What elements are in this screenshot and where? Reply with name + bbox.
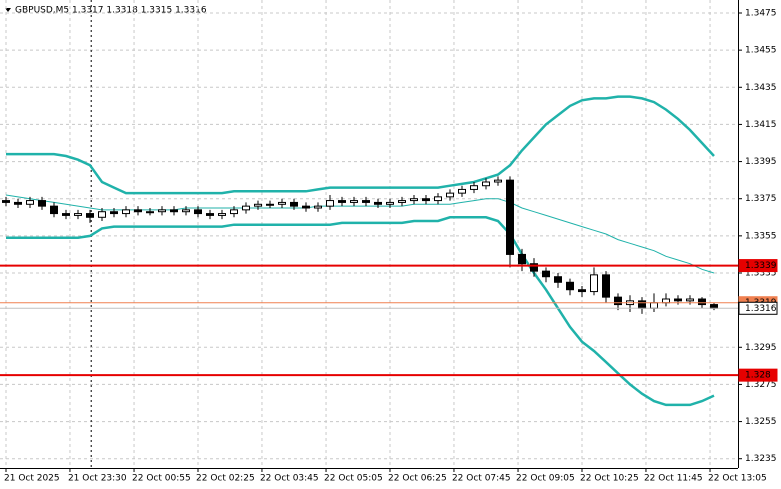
x-tick-label: 22 Oct 05:05 <box>324 474 383 484</box>
candle-body <box>62 213 70 216</box>
candle-body <box>710 304 718 309</box>
candle-body <box>218 213 226 216</box>
candle-body <box>242 205 250 211</box>
y-tick-label: 1.3435 <box>745 83 777 93</box>
candle-body <box>278 201 286 205</box>
candle-body <box>158 209 166 213</box>
x-tick-label: 22 Oct 03:45 <box>260 474 319 484</box>
y-tick-label: 1.3235 <box>745 454 777 464</box>
x-tick-label: 22 Oct 02:25 <box>196 474 255 484</box>
y-tick-label: 1.3475 <box>745 9 777 19</box>
candle-body <box>26 200 34 205</box>
y-tick-label: 1.3295 <box>745 343 777 353</box>
y-tick-label: 1.3355 <box>745 231 777 241</box>
price-tag-label: 1.3339 <box>745 261 777 271</box>
candle-body <box>458 188 466 194</box>
y-tick-label: 1.3335 <box>745 269 777 279</box>
candle-body <box>14 201 22 205</box>
candle-body <box>338 200 346 203</box>
candle-body <box>482 181 490 187</box>
y-tick-label: 1.3375 <box>745 194 777 204</box>
candle-body <box>614 296 622 306</box>
candle-body <box>686 298 694 302</box>
y-tick-label: 1.3395 <box>745 157 777 167</box>
candle-body <box>590 274 598 293</box>
y-tick-label: 1.3255 <box>745 417 777 427</box>
candle-body <box>350 200 358 203</box>
candle-body <box>650 302 658 309</box>
x-tick-label: 21 Oct 23:30 <box>68 474 127 484</box>
candle-body <box>506 179 514 255</box>
candle-body <box>2 200 10 203</box>
candle-body <box>86 213 94 218</box>
x-tick-label: 22 Oct 11:45 <box>644 474 703 484</box>
candle-body <box>554 276 562 283</box>
candle-body <box>470 185 478 190</box>
candle-body <box>38 200 46 207</box>
price-tag-label: 1.328 <box>745 371 771 381</box>
band-line <box>6 216 715 407</box>
y-tick-label: 1.3275 <box>745 380 777 390</box>
candle-body <box>134 209 142 213</box>
x-tick-label: 22 Oct 07:45 <box>452 474 511 484</box>
candle-body <box>422 198 430 202</box>
x-tick-label: 22 Oct 10:25 <box>580 474 639 484</box>
candle-body <box>206 213 214 216</box>
candle-body <box>110 211 118 215</box>
candle-body <box>662 298 670 304</box>
price-tag <box>738 368 778 382</box>
candle-body <box>314 205 322 209</box>
candle-body <box>602 274 610 298</box>
candle-body <box>254 203 262 207</box>
candle-body <box>434 196 442 202</box>
candle-body <box>446 192 454 198</box>
candle-body <box>326 200 334 207</box>
candle-body <box>98 211 106 218</box>
price-tag <box>738 259 778 273</box>
candle-body <box>374 201 382 205</box>
candle-body <box>74 213 82 216</box>
candle-body <box>494 179 502 183</box>
candle-body <box>542 270 550 278</box>
price-tag-label: 1.3316 <box>745 304 777 314</box>
candle-body <box>578 289 586 293</box>
chart-title: GBPUSD,M5 1.3317 1.3318 1.3315 1.3316 <box>15 6 207 16</box>
candle-body <box>146 211 154 214</box>
candle-body <box>698 298 706 306</box>
candle-body <box>398 200 406 203</box>
candle-body <box>518 253 526 265</box>
candle-body <box>362 200 370 203</box>
candle-body <box>386 201 394 205</box>
x-tick-label: 21 Oct 2025 <box>4 474 60 484</box>
candle-body <box>530 263 538 272</box>
candle-body <box>266 203 274 206</box>
candle-body <box>638 300 646 309</box>
candle-body <box>182 209 190 213</box>
candle-body <box>674 298 682 302</box>
candle-body <box>170 209 178 213</box>
x-tick-label: 22 Oct 06:25 <box>388 474 447 484</box>
x-tick-label: 22 Oct 13:05 <box>708 474 767 484</box>
y-tick-label: 1.3415 <box>745 120 777 130</box>
candle-body <box>410 198 418 202</box>
x-tick-label: 22 Oct 00:55 <box>132 474 191 484</box>
y-tick-label: 1.3455 <box>745 46 777 56</box>
candle-body <box>566 281 574 291</box>
candle-body <box>50 205 58 215</box>
candle-body <box>194 209 202 215</box>
band-line <box>6 95 715 195</box>
price-tag <box>738 301 778 315</box>
candle-body <box>230 209 238 215</box>
candle-body <box>290 201 298 207</box>
x-tick-label: 22 Oct 09:05 <box>516 474 575 484</box>
candle-body <box>302 205 310 209</box>
candle-body <box>122 209 130 215</box>
